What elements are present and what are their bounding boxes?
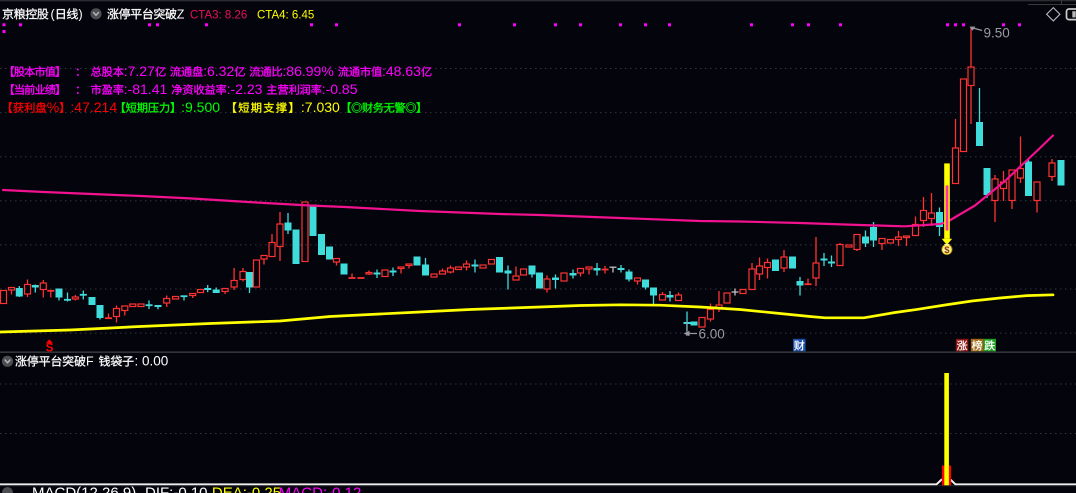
svg-text:(: ( (51, 7, 56, 21)
svg-text::9.500: :9.500 (181, 99, 220, 115)
svg-text:Z: Z (177, 7, 185, 21)
svg-text::-2.23: :-2.23 (227, 81, 263, 97)
svg-text:9.50: 9.50 (984, 26, 1010, 41)
svg-text:MACD(12,26,9): MACD(12,26,9) (32, 485, 136, 493)
svg-text:DEA:-0.25: DEA:-0.25 (212, 485, 281, 493)
svg-text:CTA3: 8.26: CTA3: 8.26 (190, 9, 247, 21)
svg-text:6.00: 6.00 (699, 327, 725, 342)
svg-text::-81.41: :-81.41 (124, 81, 168, 97)
svg-text:DIF:-0.10: DIF:-0.10 (145, 485, 208, 493)
svg-text::47.214: :47.214 (70, 99, 117, 115)
svg-text::6.32: :6.32 (203, 63, 234, 79)
svg-text:CTA4: 6.45: CTA4: 6.45 (257, 9, 314, 21)
svg-text::48.63: :48.63 (382, 63, 421, 79)
svg-text:$: $ (944, 245, 950, 256)
svg-text::86.99%: :86.99% (282, 63, 333, 79)
svg-text:): ) (79, 7, 83, 21)
svg-text::-0.85: :-0.85 (322, 81, 358, 97)
svg-text:%: % (47, 99, 59, 115)
svg-text::7.27: :7.27 (124, 63, 155, 79)
svg-text:S: S (46, 343, 54, 355)
svg-text:: 0.00: : 0.00 (135, 354, 169, 369)
svg-text::7.030: :7.030 (301, 99, 340, 115)
svg-text:MACD:-0.12: MACD:-0.12 (279, 485, 362, 493)
svg-text:F: F (86, 355, 94, 369)
